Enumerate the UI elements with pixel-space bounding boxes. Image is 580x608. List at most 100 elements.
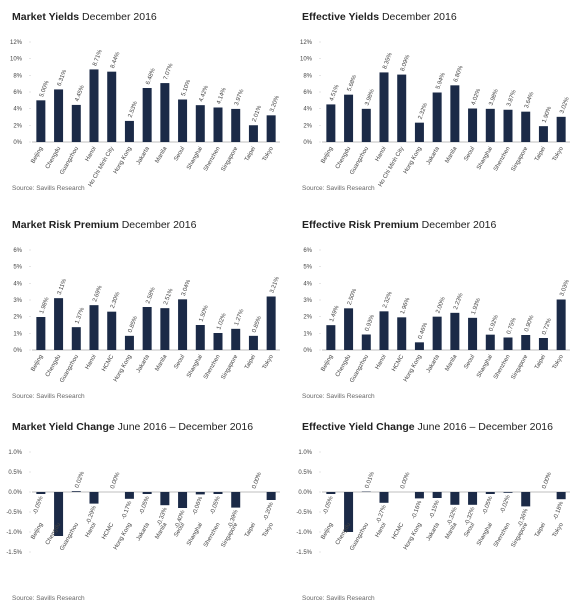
value-label: 1.98% [39,296,51,315]
x-tick-label: Chengdu [45,146,62,170]
bar [195,325,205,350]
bar [414,122,424,142]
chart-title: Effective Yields December 2016 [302,11,457,23]
value-label: 0.01% [365,471,377,490]
y-tick-label: 0.0% [8,490,22,496]
bar [54,492,64,536]
bar [107,71,117,142]
x-tick-label: HCMC [391,353,406,372]
bar [468,108,478,142]
bar [432,92,442,142]
y-tick-label: 3% [303,298,312,304]
value-label: 3.98% [489,88,501,107]
x-tick-label: HCMC [101,353,116,372]
y-tick-label: 1.0% [298,450,312,456]
y-tick-label: 4% [13,281,22,287]
x-tick-label: Manila [445,353,459,372]
bar [432,492,442,498]
bar [195,105,205,142]
title-sub: June 2016 – December 2016 [418,421,554,433]
value-label: 5.10% [181,79,193,98]
value-label: 2.51% [163,287,175,306]
y-tick-label: -1.0% [296,530,312,536]
value-label: -0.02% [500,494,512,515]
x-tick-label: Guangzhou [349,146,370,176]
value-label: 3.02% [559,96,571,115]
bar [71,104,81,142]
value-label: 3.97% [234,88,246,107]
x-tick-label: Manila [155,145,169,164]
value-label: 2.53% [128,100,140,119]
title-sub: June 2016 – December 2016 [118,421,254,433]
value-label: -0.15% [429,499,441,520]
x-tick-label: Shanghai [476,146,494,171]
bar [231,328,241,350]
value-label: 1.50% [199,304,211,323]
value-label: 1.49% [329,304,341,323]
value-label: 2.23% [453,292,465,311]
x-tick-label: Singapore [221,353,240,380]
bar [414,342,424,350]
value-label: 3.11% [57,278,69,296]
bar [178,299,188,350]
value-label: 0.72% [542,317,554,336]
bar [344,308,354,350]
value-label: -0.05% [323,495,335,516]
y-tick-label: 0.5% [8,470,22,476]
value-label: 2.32% [418,102,430,121]
y-tick-label: 0% [303,348,312,354]
x-tick-label: Shanghai [186,146,204,171]
bar [344,94,354,142]
x-tick-label: Shenzhen [203,146,222,172]
value-label: 0.93% [365,314,377,333]
x-tick-label: Chengdu [335,146,352,170]
y-tick-label: 4% [303,107,312,113]
x-tick-label: HCMC [391,521,406,540]
bar [36,100,46,142]
chart-title: Market Yield Change June 2016 – December… [12,421,253,433]
x-tick-label: Jakarta [136,145,151,166]
x-tick-label: Hanoi [375,146,388,163]
y-tick-label: 2% [303,315,312,321]
value-label: 0.75% [506,317,518,336]
x-tick-label: Taipei [534,354,547,371]
source: Source: Savills Research [302,185,375,192]
bar [450,85,460,142]
value-label: 0.85% [252,315,264,334]
y-tick-label: 0.0% [298,490,312,496]
y-tick-label: 6% [13,248,22,254]
y-tick-label: 0.5% [298,470,312,476]
x-tick-label: Beijing [30,522,44,541]
x-tick-label: Hong Kong [113,354,133,383]
value-label: 2.50% [347,287,359,306]
x-tick-label: Jakarta [426,521,441,542]
bar [142,88,152,142]
chart-title: Effective Risk Premium December 2016 [302,219,497,231]
x-tick-label: Shenzhen [203,522,222,548]
x-tick-label: Tokyo [262,353,275,370]
y-tick-label: 6% [303,248,312,254]
value-label: -0.27% [376,504,388,525]
y-tick-label: 12% [10,40,23,46]
value-label: 4.14% [216,87,228,106]
bar [54,298,64,350]
x-tick-label: Manila [155,353,169,372]
value-label: 1.02% [216,312,228,331]
value-label: 2.32% [382,290,394,309]
x-tick-label: Taipei [244,146,257,163]
value-label: -0.16% [411,499,423,520]
source: Source: Savills Research [12,185,85,192]
title-sub: December 2016 [382,11,457,23]
value-label: 0.02% [75,470,87,489]
bar [379,311,389,350]
x-tick-label: Beijing [320,522,334,541]
x-tick-label: Manila [445,145,459,164]
x-tick-label: Tokyo [552,353,565,370]
bar [195,492,205,495]
value-label: 6.80% [453,64,465,83]
chart-panel: Effective Yield Change June 2016 – Decem… [296,421,570,602]
y-tick-label: 6% [13,90,22,96]
bar [124,492,134,499]
value-label: 8.09% [400,54,412,73]
value-label: 3.87% [506,89,518,108]
